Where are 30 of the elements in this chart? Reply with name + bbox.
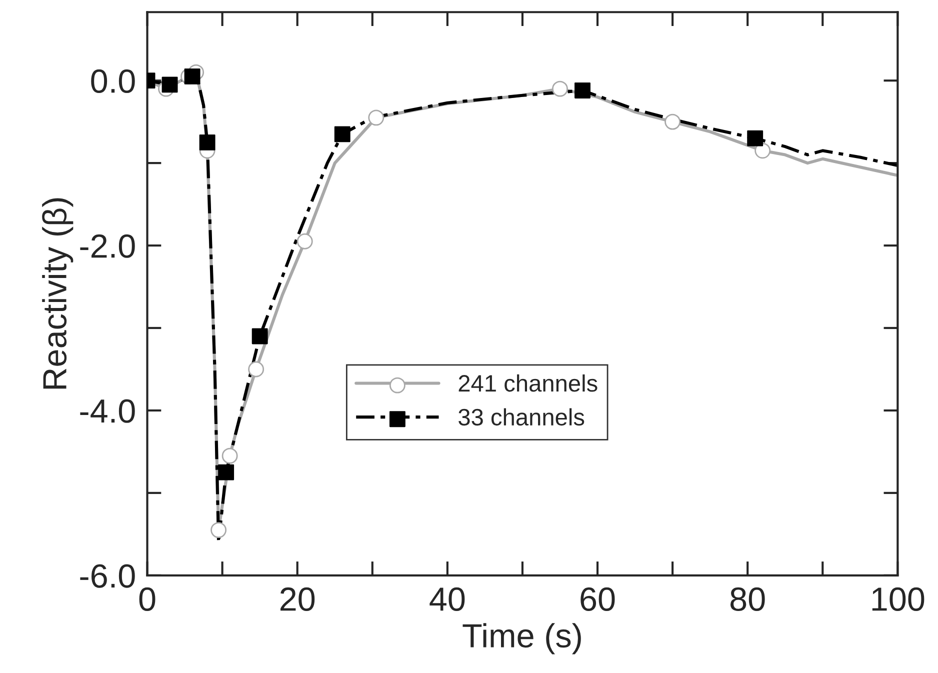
point [552, 80, 568, 97]
point [210, 522, 227, 538]
y-tick-label: 0.0 [91, 69, 135, 93]
legend-label: 241 channels [458, 374, 598, 392]
legend-label: 33 channels [458, 408, 584, 426]
point [754, 142, 771, 159]
point [199, 134, 216, 150]
x-axis-title: Time (s) [462, 623, 581, 654]
x-tick-label: 60 [580, 587, 615, 612]
x-tick-label: 0 [139, 587, 156, 612]
point [747, 130, 764, 146]
point [334, 126, 350, 142]
x-tick-label: 80 [730, 587, 765, 612]
y-tick-label: -2.0 [80, 234, 135, 258]
point [296, 233, 313, 250]
x-tick-label: 40 [430, 587, 465, 612]
point [184, 68, 200, 84]
x-tick-label: 20 [280, 587, 315, 612]
point [222, 448, 238, 464]
y-tick-label: -6.0 [80, 564, 135, 588]
point [252, 328, 268, 344]
point [162, 76, 178, 93]
point [218, 464, 234, 480]
point [368, 110, 384, 126]
y-tick-label: -4.0 [80, 399, 135, 423]
y-axis-title: Reactivity (β) [42, 198, 74, 389]
point [248, 361, 264, 378]
x-tick-label: 100 [872, 587, 924, 612]
point [664, 114, 681, 130]
point [574, 82, 590, 98]
